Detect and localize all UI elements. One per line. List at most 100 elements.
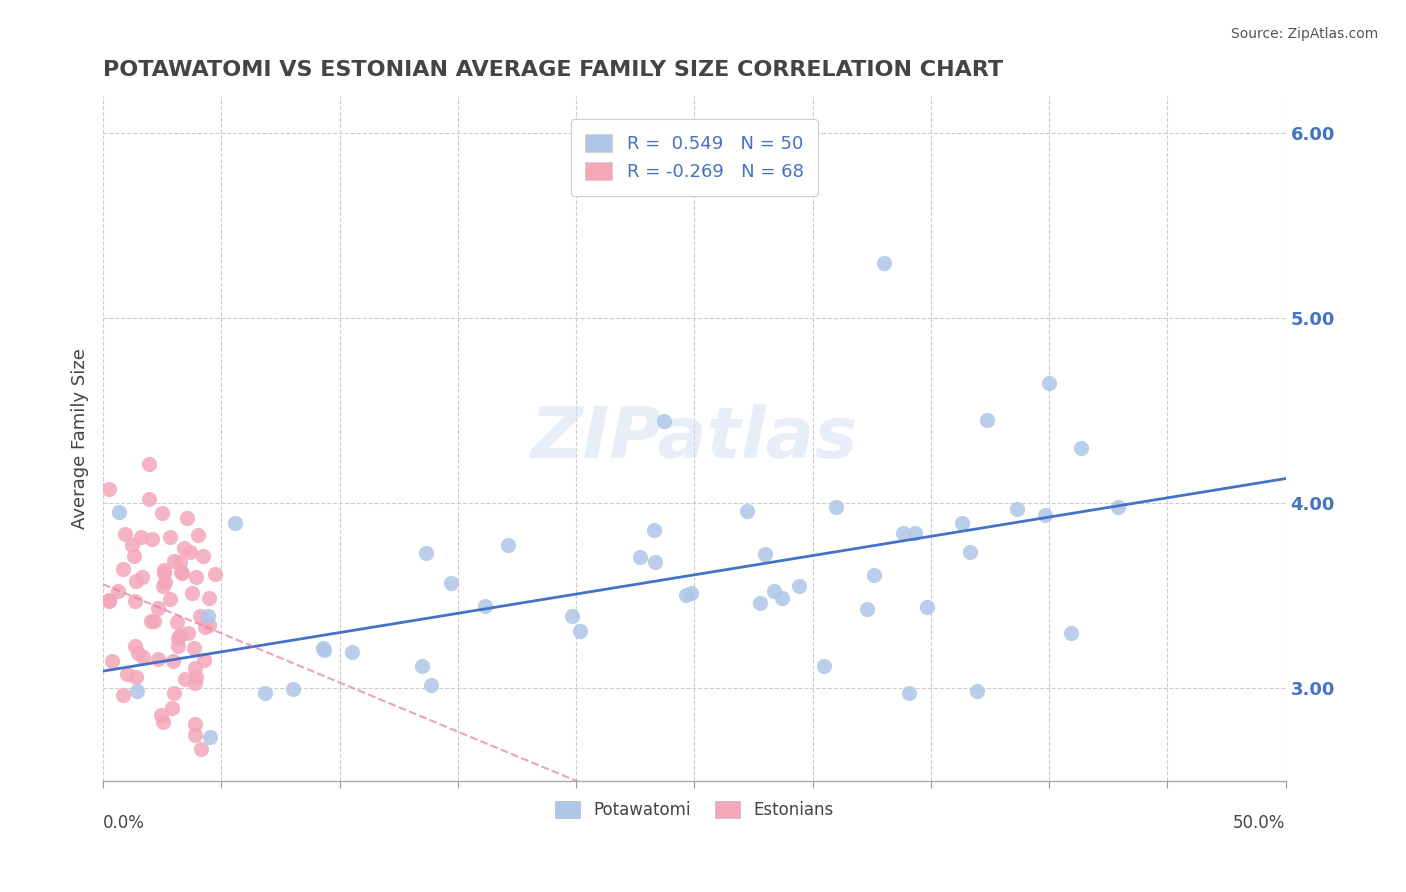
Text: ZIPatlas: ZIPatlas bbox=[530, 404, 858, 474]
Point bbox=[181, 585, 204, 599]
Point bbox=[770, 591, 793, 605]
Point bbox=[474, 599, 496, 613]
Point bbox=[183, 717, 205, 731]
Point bbox=[124, 639, 146, 653]
Point bbox=[224, 516, 246, 530]
Point bbox=[314, 643, 336, 657]
Point bbox=[191, 549, 214, 563]
Y-axis label: Average Family Size: Average Family Size bbox=[72, 348, 89, 529]
Point bbox=[183, 641, 205, 656]
Point bbox=[162, 700, 184, 714]
Point bbox=[312, 641, 335, 656]
Point bbox=[1060, 626, 1083, 640]
Point bbox=[153, 575, 176, 590]
Point bbox=[153, 563, 176, 577]
Point bbox=[568, 624, 591, 639]
Point bbox=[97, 593, 120, 607]
Point bbox=[108, 505, 131, 519]
Point bbox=[966, 684, 988, 698]
Point bbox=[143, 614, 166, 628]
Point bbox=[763, 583, 786, 598]
Point bbox=[440, 576, 463, 591]
Point bbox=[169, 628, 191, 642]
Point bbox=[125, 670, 148, 684]
Point bbox=[114, 527, 136, 541]
Point bbox=[132, 650, 155, 665]
Point bbox=[194, 619, 217, 633]
Point bbox=[898, 685, 921, 699]
Point bbox=[904, 525, 927, 540]
Point bbox=[152, 714, 174, 729]
Point bbox=[111, 688, 134, 702]
Point bbox=[125, 684, 148, 698]
Point bbox=[184, 728, 207, 742]
Point bbox=[190, 742, 212, 756]
Point bbox=[177, 626, 200, 640]
Point bbox=[644, 555, 666, 569]
Point bbox=[162, 655, 184, 669]
Point bbox=[148, 652, 170, 666]
Point bbox=[163, 686, 186, 700]
Point bbox=[166, 639, 188, 653]
Point bbox=[863, 568, 886, 582]
Point bbox=[950, 516, 973, 531]
Text: 50.0%: 50.0% bbox=[1233, 814, 1285, 832]
Point bbox=[169, 555, 191, 569]
Point bbox=[138, 457, 160, 471]
Point bbox=[204, 566, 226, 581]
Point bbox=[1070, 441, 1092, 455]
Text: 0.0%: 0.0% bbox=[103, 814, 145, 832]
Point bbox=[197, 608, 219, 623]
Point bbox=[173, 541, 195, 555]
Point bbox=[115, 667, 138, 681]
Point bbox=[188, 609, 211, 624]
Point bbox=[122, 549, 145, 563]
Point bbox=[197, 591, 219, 606]
Point bbox=[131, 570, 153, 584]
Point bbox=[959, 545, 981, 559]
Point bbox=[179, 545, 201, 559]
Point bbox=[281, 681, 304, 696]
Point bbox=[1038, 376, 1060, 391]
Point bbox=[748, 596, 770, 610]
Point bbox=[681, 586, 703, 600]
Point bbox=[193, 653, 215, 667]
Point bbox=[1033, 508, 1056, 523]
Point bbox=[415, 546, 437, 560]
Point bbox=[652, 414, 675, 428]
Legend: Potawatomi, Estonians: Potawatomi, Estonians bbox=[547, 793, 842, 828]
Point bbox=[856, 602, 879, 616]
Point bbox=[789, 579, 811, 593]
Point bbox=[825, 500, 848, 514]
Point bbox=[340, 645, 363, 659]
Point bbox=[737, 503, 759, 517]
Text: POTAWATOMI VS ESTONIAN AVERAGE FAMILY SIZE CORRELATION CHART: POTAWATOMI VS ESTONIAN AVERAGE FAMILY SI… bbox=[103, 60, 1004, 79]
Point bbox=[411, 659, 433, 673]
Point bbox=[253, 686, 276, 700]
Point bbox=[153, 566, 176, 581]
Point bbox=[176, 511, 198, 525]
Text: Source: ZipAtlas.com: Source: ZipAtlas.com bbox=[1230, 27, 1378, 41]
Point bbox=[496, 538, 519, 552]
Point bbox=[198, 617, 221, 632]
Point bbox=[184, 670, 207, 684]
Point bbox=[170, 565, 193, 579]
Point bbox=[107, 584, 129, 599]
Point bbox=[152, 578, 174, 592]
Point bbox=[561, 608, 583, 623]
Point bbox=[153, 794, 176, 808]
Point bbox=[166, 615, 188, 629]
Point bbox=[187, 528, 209, 542]
Point bbox=[146, 600, 169, 615]
Point bbox=[675, 588, 697, 602]
Point bbox=[138, 491, 160, 506]
Point bbox=[915, 600, 938, 615]
Point bbox=[976, 413, 998, 427]
Point bbox=[628, 550, 651, 565]
Point bbox=[112, 562, 135, 576]
Point bbox=[159, 591, 181, 606]
Point bbox=[141, 532, 163, 546]
Point bbox=[159, 530, 181, 544]
Point bbox=[163, 554, 186, 568]
Point bbox=[101, 654, 124, 668]
